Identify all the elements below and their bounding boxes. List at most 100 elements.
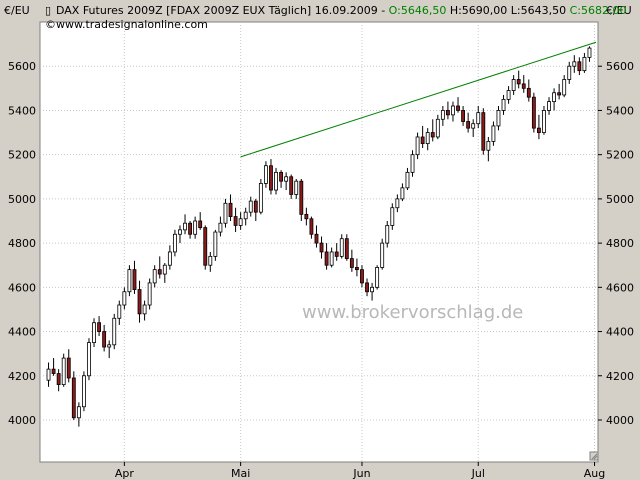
trendline-group bbox=[240, 41, 597, 158]
candle bbox=[537, 114, 541, 140]
candle bbox=[370, 282, 375, 301]
y-axis-left: 4000 4200 4400 4600 4800 5000 5200 5400 5600 bbox=[8, 60, 36, 427]
candle bbox=[577, 57, 582, 76]
candle-body bbox=[511, 79, 516, 91]
candle bbox=[445, 101, 450, 120]
candle bbox=[471, 119, 476, 137]
candle bbox=[390, 203, 395, 230]
candle bbox=[157, 256, 162, 279]
candle-body bbox=[506, 90, 511, 100]
candle-body bbox=[370, 286, 375, 293]
candle bbox=[127, 265, 132, 297]
candle bbox=[269, 159, 273, 195]
y-tick-label-right: 4400 bbox=[606, 326, 634, 339]
candle bbox=[162, 263, 167, 283]
y-tick-label-left: 5000 bbox=[8, 193, 36, 206]
y-tick-label-right: 5000 bbox=[606, 193, 634, 206]
candle-body bbox=[456, 105, 460, 111]
candle-body bbox=[567, 65, 572, 80]
candle-body bbox=[435, 118, 440, 138]
candle-body bbox=[188, 222, 192, 235]
candle-body bbox=[334, 251, 339, 257]
candle bbox=[572, 55, 577, 73]
candle-body bbox=[521, 83, 526, 89]
open-value: O:5646,50 bbox=[389, 4, 447, 17]
candle-body bbox=[248, 200, 253, 213]
candle bbox=[198, 212, 203, 230]
candle-body bbox=[162, 264, 167, 275]
candle bbox=[213, 229, 218, 261]
candle-body bbox=[66, 357, 71, 379]
candle-body bbox=[319, 242, 324, 253]
candle-body bbox=[304, 213, 309, 220]
candle bbox=[92, 318, 96, 348]
candle bbox=[178, 225, 182, 244]
candle bbox=[380, 238, 385, 270]
candle-body bbox=[223, 202, 228, 224]
candle bbox=[456, 97, 460, 113]
title-text: DAX Futures 2009Z [FDAX 2009Z EUX Täglic… bbox=[56, 4, 389, 17]
candle bbox=[521, 75, 526, 93]
candle bbox=[531, 92, 536, 133]
candle-body bbox=[102, 331, 107, 348]
candle bbox=[395, 194, 400, 213]
candle bbox=[97, 316, 101, 336]
candle-body bbox=[87, 342, 91, 377]
candle-body bbox=[466, 121, 471, 129]
candle bbox=[420, 125, 425, 149]
candle-body bbox=[218, 222, 223, 233]
candle-body bbox=[531, 96, 536, 129]
x-tick-label: Aug bbox=[584, 467, 605, 480]
candle-body bbox=[486, 140, 491, 151]
candle-body bbox=[253, 200, 258, 213]
candle-body bbox=[137, 289, 142, 315]
candle bbox=[314, 225, 319, 248]
candle-body bbox=[238, 218, 243, 226]
y-tick-label-right: 5600 bbox=[606, 60, 634, 73]
y-tick-label-left: 4000 bbox=[8, 414, 36, 427]
candles-group bbox=[46, 46, 592, 427]
candle-body bbox=[415, 136, 420, 156]
candle bbox=[208, 251, 213, 272]
candle-body bbox=[491, 125, 496, 142]
candle-body bbox=[97, 322, 101, 332]
candle bbox=[496, 106, 501, 131]
candle bbox=[76, 402, 81, 427]
candle bbox=[304, 207, 309, 226]
candle-body bbox=[425, 132, 430, 145]
candle bbox=[102, 324, 107, 352]
candle bbox=[46, 362, 51, 387]
candle bbox=[476, 106, 481, 129]
candle bbox=[451, 101, 455, 122]
candle bbox=[122, 287, 127, 310]
candle bbox=[425, 128, 430, 151]
candle-body bbox=[542, 110, 546, 133]
candle-body bbox=[547, 101, 551, 111]
candle-body bbox=[294, 180, 299, 195]
candle-body bbox=[572, 61, 577, 67]
candle bbox=[167, 245, 172, 270]
candle-body bbox=[582, 56, 587, 72]
candle bbox=[289, 174, 294, 199]
candle-body bbox=[82, 375, 86, 408]
candle bbox=[233, 207, 238, 233]
candle-body bbox=[375, 267, 380, 288]
candle-body bbox=[117, 304, 122, 319]
resize-grip-icon[interactable] bbox=[589, 451, 599, 461]
candle bbox=[218, 216, 223, 237]
candle bbox=[329, 247, 334, 268]
plot-area bbox=[39, 21, 599, 463]
candle-body bbox=[284, 176, 289, 182]
candle bbox=[188, 220, 192, 239]
candle-body bbox=[178, 229, 182, 235]
candle-body bbox=[51, 368, 56, 374]
candle bbox=[117, 300, 122, 325]
candle-body bbox=[339, 238, 344, 257]
y-tick-label-right: 5400 bbox=[606, 104, 634, 117]
candle bbox=[440, 106, 445, 126]
candle bbox=[82, 371, 86, 412]
candle-body bbox=[451, 105, 455, 116]
candle-body bbox=[314, 233, 319, 244]
candle-body bbox=[309, 218, 314, 235]
